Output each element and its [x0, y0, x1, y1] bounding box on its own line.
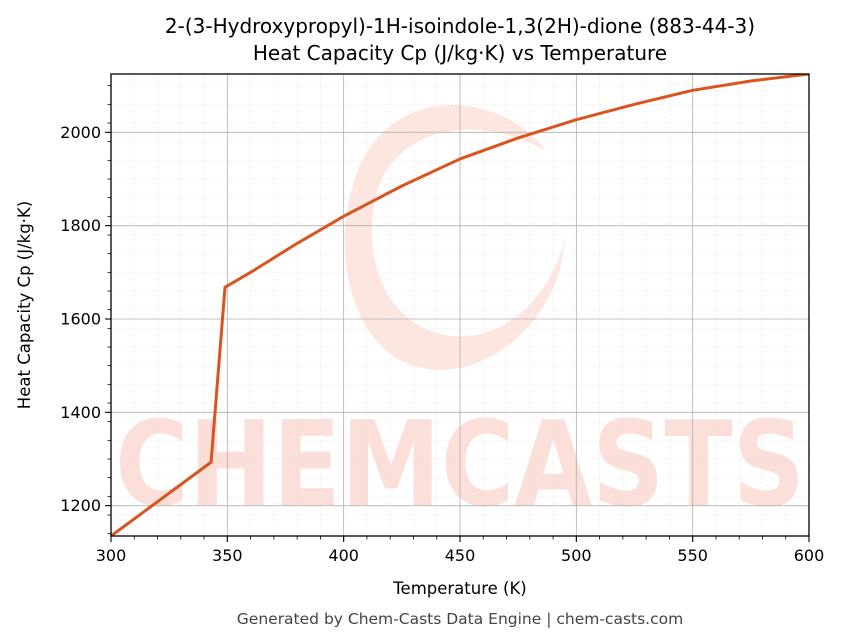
x-tick-label: 300 — [96, 546, 127, 565]
x-tick-label: 450 — [445, 546, 476, 565]
y-tick-label: 1800 — [60, 216, 101, 235]
y-tick-label: 1600 — [60, 310, 101, 329]
series-layer — [111, 74, 809, 536]
footer-credit: Generated by Chem-Casts Data Engine | ch… — [237, 610, 683, 628]
chart-title: 2-(3-Hydroxypropyl)-1H-isoindole-1,3(2H)… — [165, 14, 755, 38]
x-tick-label: 400 — [328, 546, 359, 565]
watermark-swirl-icon — [344, 105, 568, 370]
major-grid — [111, 74, 809, 536]
heat-capacity-series-line — [111, 74, 809, 536]
x-axis: 300 350 400 450 500 550 600 — [96, 536, 825, 565]
y-tick-label: 2000 — [60, 123, 101, 142]
x-tick-label: 500 — [561, 546, 592, 565]
x-tick-label: 350 — [212, 546, 243, 565]
x-axis-label: Temperature (K) — [392, 579, 526, 598]
x-tick-label: 600 — [794, 546, 825, 565]
y-tick-label: 1400 — [60, 403, 101, 422]
y-axis-label: Heat Capacity Cp (J/kg·K) — [15, 201, 34, 409]
y-tick-label: 1200 — [60, 496, 101, 515]
x-tick-label: 550 — [677, 546, 708, 565]
chart-subtitle: Heat Capacity Cp (J/kg·K) vs Temperature — [253, 41, 667, 65]
y-axis: 1200 1400 1600 1800 2000 — [60, 85, 111, 535]
